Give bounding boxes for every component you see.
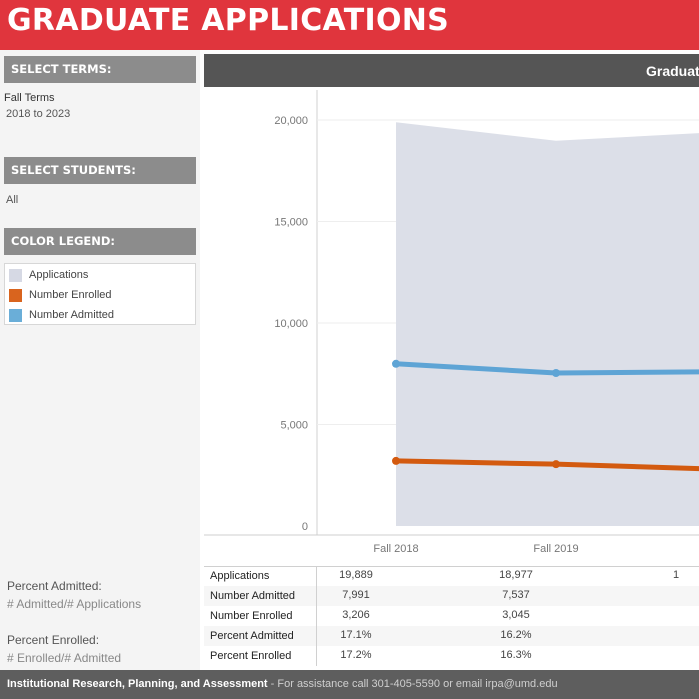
table-cell: 3,206 xyxy=(342,609,370,621)
legend-item-enrolled: Number Enrolled xyxy=(9,288,112,302)
data-point xyxy=(392,456,400,465)
select-students-header: SELECT STUDENTS: xyxy=(4,157,196,184)
table-cell: 16.2% xyxy=(500,629,532,641)
legend-label: Number Admitted xyxy=(29,309,114,321)
footer-org: Institutional Research, Planning, and As… xyxy=(7,678,268,690)
y-tick-label: 5,000 xyxy=(280,420,308,432)
chart-header: Graduat xyxy=(204,54,699,87)
table-top-border xyxy=(204,566,699,567)
y-tick-label: 10,000 xyxy=(274,318,308,330)
page-title: GRADUATE APPLICATIONS xyxy=(7,3,450,38)
table-row: Applications 19,889 18,977 1 xyxy=(204,566,699,586)
table-row-label: Number Admitted xyxy=(210,590,295,602)
x-tick-label: Fall 2019 xyxy=(533,543,578,555)
table-row-label: Number Enrolled xyxy=(210,610,293,622)
summary-table: Applications 19,889 18,977 1 Number Admitted… xyxy=(204,566,699,666)
y-tick-label: 15,000 xyxy=(274,217,308,229)
footer-contact[interactable]: - For assistance call 301-405-5590 or em… xyxy=(267,678,558,690)
table-cell: 3,045 xyxy=(502,609,530,621)
legend-swatch-admitted xyxy=(9,308,22,322)
terms-filter-value[interactable]: 2018 to 2023 xyxy=(6,108,71,120)
table-cell: 19,889 xyxy=(339,569,373,581)
terms-filter-title: Fall Terms xyxy=(4,92,55,104)
table-cell: 17.1% xyxy=(340,629,372,641)
legend-item-applications: Applications xyxy=(9,268,88,282)
table-row: Percent Enrolled 17.2% 16.3% xyxy=(204,646,699,666)
table-row-label: Applications xyxy=(210,570,270,582)
y-tick-label: 0 xyxy=(302,521,308,533)
y-tick-label: 20,000 xyxy=(274,115,308,127)
table-cell: 7,991 xyxy=(342,589,370,601)
table-cell: 18,977 xyxy=(499,569,533,581)
x-tick-label: Fall 2018 xyxy=(373,543,418,555)
table-row: Percent Admitted 17.1% 16.2% xyxy=(204,626,699,646)
table-cell: 16.3% xyxy=(500,649,532,661)
color-legend-header: COLOR LEGEND: xyxy=(4,228,196,255)
applications-chart[interactable]: 20,000 15,000 10,000 5,000 0 Fall 2018 Fall 20… xyxy=(204,90,699,565)
footer: Institutional Research, Planning, and As… xyxy=(0,670,699,699)
percent-enrolled-formula: # Enrolled/# Admitted xyxy=(7,651,122,665)
title-bar: GRADUATE APPLICATIONS xyxy=(0,0,699,50)
legend-swatch-enrolled xyxy=(9,288,22,302)
data-point xyxy=(552,460,560,469)
table-row-label: Percent Admitted xyxy=(210,630,294,642)
percent-admitted-title: Percent Admitted: xyxy=(7,579,102,593)
legend-label: Number Enrolled xyxy=(29,289,112,301)
data-point xyxy=(392,359,400,368)
table-row: Number Enrolled 3,206 3,045 xyxy=(204,606,699,626)
percent-enrolled-title: Percent Enrolled: xyxy=(7,633,100,647)
legend-item-admitted: Number Admitted xyxy=(9,308,114,322)
chart-title: Graduat xyxy=(646,63,699,79)
color-legend: Applications Number Enrolled Number Admi… xyxy=(4,263,196,325)
table-column-divider xyxy=(316,566,317,666)
table-row: Number Admitted 7,991 7,537 xyxy=(204,586,699,606)
filter-sidebar: SELECT TERMS: Fall Terms 2018 to 2023 SE… xyxy=(0,50,200,670)
data-point xyxy=(552,368,560,377)
select-terms-header: SELECT TERMS: xyxy=(4,56,196,83)
table-cell: 17.2% xyxy=(340,649,372,661)
table-row-label: Percent Enrolled xyxy=(210,650,292,662)
percent-admitted-formula: # Admitted/# Applications xyxy=(7,597,142,611)
series-area-applications xyxy=(396,122,699,526)
table-cell: 1 xyxy=(672,569,680,581)
chart-svg: 20,000 15,000 10,000 5,000 0 Fall 2018 Fall 20… xyxy=(204,90,699,565)
legend-swatch-applications xyxy=(9,268,22,282)
table-cell: 7,537 xyxy=(502,589,530,601)
students-filter-value[interactable]: All xyxy=(6,194,19,206)
legend-label: Applications xyxy=(29,269,89,281)
